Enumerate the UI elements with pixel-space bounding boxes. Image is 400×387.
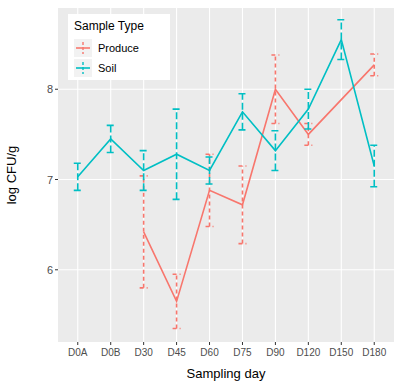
x-tick-label: D45: [167, 347, 186, 358]
legend-swatch: [82, 42, 83, 54]
y-axis-title: log CFU/g: [4, 146, 19, 205]
panel: [58, 8, 394, 342]
x-tick-label: D60: [200, 347, 219, 358]
legend-swatch: [82, 62, 83, 74]
error-bar-path: [74, 163, 82, 190]
x-axis-title: Sampling day: [187, 366, 266, 381]
tick-mark: [55, 269, 58, 270]
error-bar: [238, 94, 246, 130]
x-tick-label: D30: [134, 347, 153, 358]
tick-mark: [55, 89, 58, 90]
error-bar-path: [140, 176, 148, 288]
y-tick-label: 7: [47, 174, 53, 186]
tick-mark: [110, 342, 111, 345]
error-bar: [271, 55, 279, 124]
error-bar-path: [173, 109, 181, 199]
grid-line: [308, 8, 309, 342]
legend-key: [74, 39, 92, 57]
error-bar: [107, 125, 115, 152]
legend: Sample Type Produce Soil: [68, 14, 170, 80]
error-bar: [74, 163, 82, 190]
chart: 6 7 8 D0A D0B D30 D45 D60 D75 D90 D120 D150 D180 Samp…: [0, 0, 400, 387]
error-bar-path: [107, 125, 115, 152]
error-bar: [370, 145, 378, 187]
tick-mark: [242, 342, 243, 345]
tick-mark: [143, 342, 144, 345]
grid-line: [58, 179, 394, 180]
legend-label: Produce: [98, 42, 139, 54]
series-line: [144, 65, 375, 302]
tick-mark: [55, 179, 58, 180]
x-tick-label: D0A: [68, 347, 88, 358]
error-bar-path: [271, 131, 279, 171]
error-bar-path: [370, 54, 378, 76]
error-bar-path: [140, 151, 148, 191]
grid-line: [242, 8, 243, 342]
error-bar-path: [271, 55, 279, 124]
legend-label: Soil: [98, 62, 116, 74]
x-tick-label: D0B: [101, 347, 121, 358]
error-bar-path: [173, 274, 181, 328]
x-tick-label: D75: [233, 347, 252, 358]
error-bar: [337, 20, 345, 60]
x-tick-label: D120: [296, 347, 320, 358]
error-bar: [206, 157, 214, 184]
error-bar-path: [370, 145, 378, 187]
legend-title: Sample Type: [74, 19, 144, 33]
error-bar: [173, 109, 181, 199]
grid-line: [58, 89, 394, 90]
tick-mark: [341, 342, 342, 345]
error-bar-path: [304, 89, 312, 129]
tick-mark: [209, 342, 210, 345]
tick-mark: [275, 342, 276, 345]
x-tick-label: D150: [329, 347, 353, 358]
tick-mark: [176, 342, 177, 345]
tick-mark: [308, 342, 309, 345]
x-tick-label: D90: [266, 347, 285, 358]
error-bar: [370, 54, 378, 76]
error-bar: [238, 166, 246, 244]
error-bar-path: [337, 20, 345, 60]
error-bar: [140, 176, 148, 288]
error-bar: [140, 151, 148, 191]
legend-box: [68, 14, 170, 80]
x-tick-label: D180: [362, 347, 386, 358]
legend-key: [74, 59, 92, 77]
error-bar-path: [238, 94, 246, 130]
error-bar: [271, 131, 279, 171]
y-tick-label: 8: [47, 83, 53, 95]
error-bar-path: [206, 157, 214, 184]
error-bar: [304, 89, 312, 129]
error-bar: [173, 274, 181, 328]
tick-mark: [374, 342, 375, 345]
error-bar-path: [238, 166, 246, 244]
grid-line: [58, 269, 394, 270]
tick-mark: [77, 342, 78, 345]
y-tick-label: 6: [47, 264, 53, 276]
